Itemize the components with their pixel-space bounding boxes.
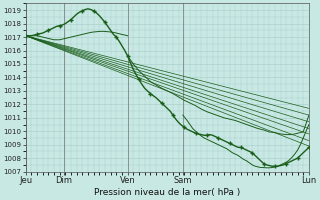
X-axis label: Pression niveau de la mer( hPa ): Pression niveau de la mer( hPa ) <box>94 188 240 197</box>
